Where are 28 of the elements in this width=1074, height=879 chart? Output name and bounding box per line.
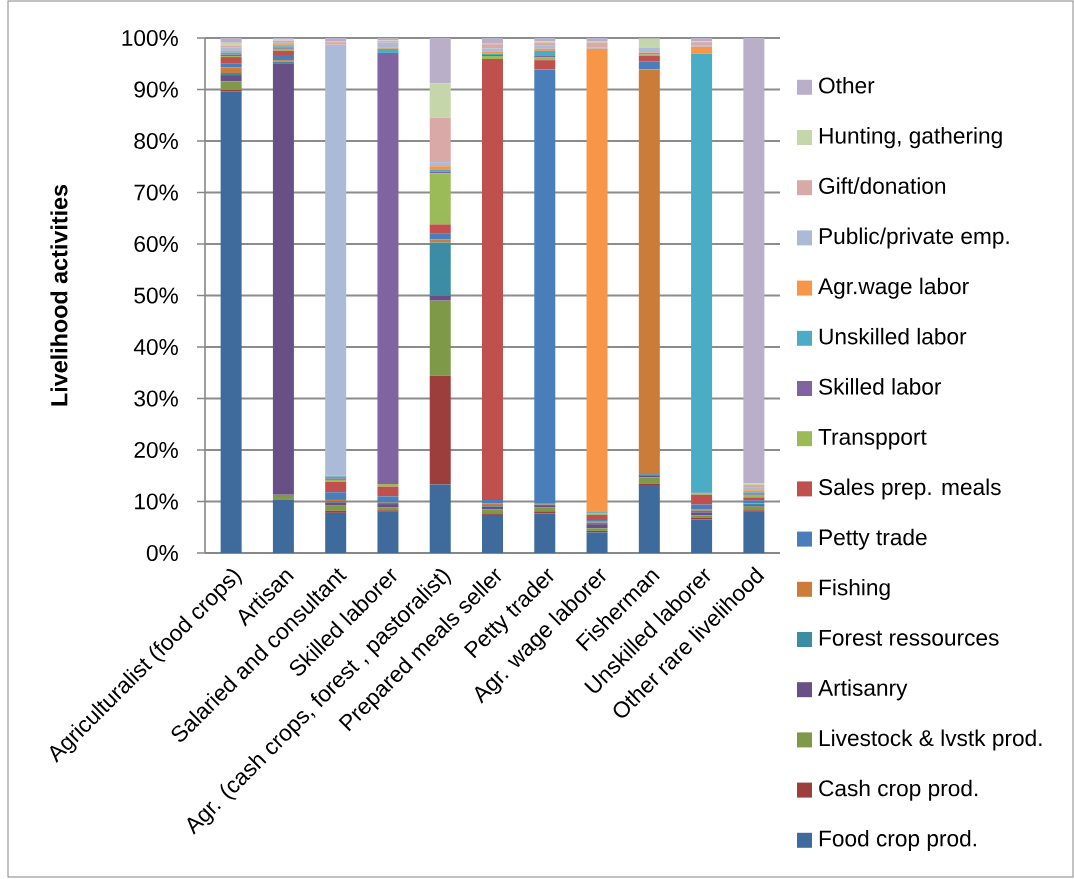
y-tick-label: 10% (135, 493, 178, 510)
y-axis-title: Livelihood activities (50, 184, 68, 406)
legend-label: Food crop prod. (819, 829, 976, 851)
legend-label: Sales prep. meals (819, 478, 1001, 500)
y-tick-label: 100% (122, 29, 178, 47)
y-tick-label: 20% (134, 441, 178, 459)
y-tick-label: 0% (146, 544, 178, 562)
y-tick-label: 70% (134, 184, 178, 201)
legend-label: Public/private emp. (819, 227, 1009, 249)
legend-label: Gift/donation (819, 177, 946, 194)
y-tick-label: 90% (134, 81, 178, 98)
legend-label: Hunting, gathering (819, 127, 1002, 149)
legend-label: Transpport (818, 429, 927, 450)
legend-label: Skilled labor (819, 378, 942, 395)
legend-label: Fishing (819, 578, 890, 600)
y-tick-label: 50% (134, 287, 178, 304)
legend-label: Other (819, 76, 875, 94)
legend-label: Agr.wage labor (818, 277, 969, 299)
legend-label: Petty trade (819, 528, 927, 550)
legend-label: Livestock & lvstk prod. (819, 729, 1042, 751)
y-tick-label: 80% (134, 132, 178, 150)
y-tick-label: 60% (134, 235, 178, 253)
legend-label: Cash crop prod. (819, 779, 978, 801)
y-tick-label: 30% (134, 390, 178, 407)
legend-label: Unskilled labor (819, 327, 967, 345)
y-tick-label: 40% (133, 338, 178, 356)
legend-label: Artisanry (818, 679, 908, 701)
legend-label: Forest ressources (819, 629, 999, 646)
